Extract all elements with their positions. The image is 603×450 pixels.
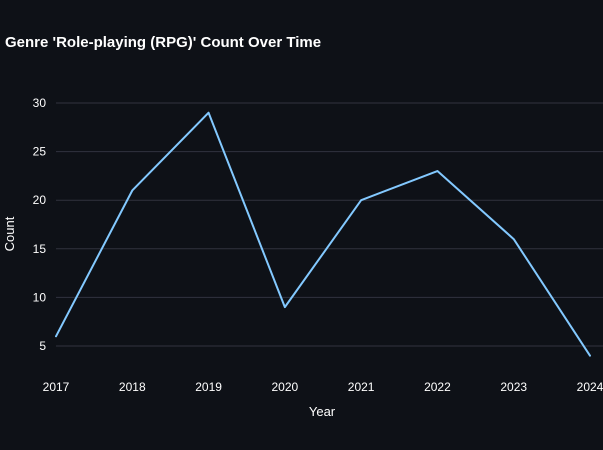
x-tick-label-2017: 2017 — [43, 380, 70, 394]
data-point-2024[interactable] — [587, 353, 593, 359]
x-tick-label-2019: 2019 — [195, 380, 222, 394]
data-point-2018[interactable] — [129, 187, 135, 193]
x-tick-label-2022: 2022 — [424, 380, 451, 394]
x-tick-label-2018: 2018 — [119, 380, 146, 394]
x-axis-ticks: 2017 2018 2019 2020 2021 2022 2023 2024 — [43, 380, 603, 394]
data-point-2017[interactable] — [53, 333, 59, 339]
y-tick-label-5: 5 — [39, 339, 46, 353]
data-point-2020[interactable] — [282, 304, 288, 310]
y-axis-ticks: 5 10 15 20 25 30 — [33, 96, 47, 353]
y-tick-label-10: 10 — [33, 290, 47, 304]
x-tick-label-2024: 2024 — [577, 380, 603, 394]
series-line-0 — [55, 111, 591, 357]
data-point-2022[interactable] — [434, 168, 440, 174]
y-axis-label: Count — [2, 216, 17, 251]
data-point-2019[interactable] — [206, 110, 212, 116]
x-tick-label-2020: 2020 — [272, 380, 299, 394]
x-axis-label: Year — [309, 404, 336, 419]
x-tick-label-2023: 2023 — [500, 380, 527, 394]
data-point-2021[interactable] — [358, 197, 364, 203]
y-tick-label-15: 15 — [33, 242, 47, 256]
series-layer — [53, 110, 593, 359]
y-tick-label-25: 25 — [33, 145, 47, 159]
chart-title: Genre 'Role-playing (RPG)' Count Over Ti… — [5, 34, 322, 51]
y-tick-label-30: 30 — [33, 96, 47, 110]
y-tick-label-20: 20 — [33, 193, 47, 207]
x-tick-label-2021: 2021 — [348, 380, 375, 394]
data-point-2023[interactable] — [511, 236, 517, 242]
grid-lines — [56, 102, 603, 347]
